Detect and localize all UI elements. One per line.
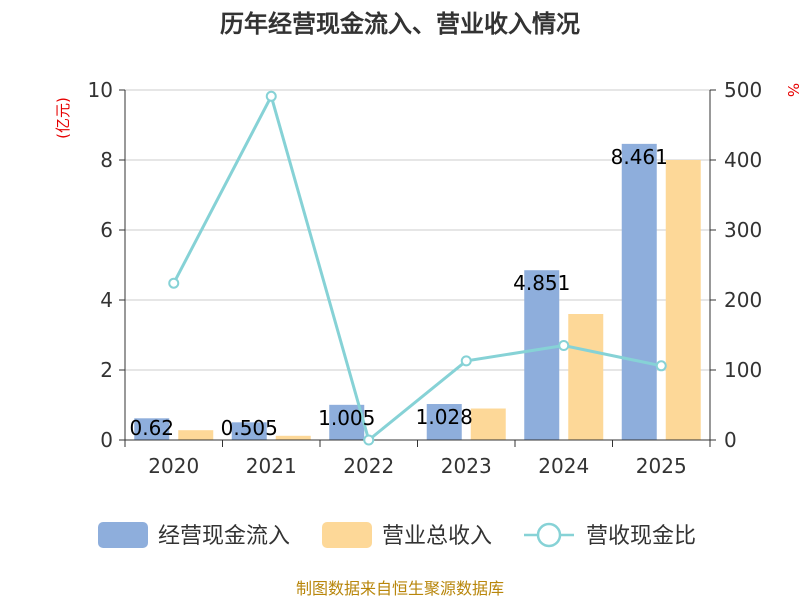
right-tick-label: 300 <box>724 218 762 242</box>
bar-revenue <box>665 160 701 440</box>
bar-cash-inflow <box>524 270 560 440</box>
data-label: 8.461 <box>611 145 668 169</box>
legend-label: 经营现金流入 <box>158 524 290 549</box>
ratio-point <box>655 360 667 372</box>
left-tick-label: 6 <box>100 218 113 242</box>
right-tick-label: 0 <box>724 428 737 452</box>
data-label: 0.505 <box>221 416 278 440</box>
bar-cash-inflow <box>621 143 657 441</box>
data-labels: 0.62 0.505 1.005 1.028 4.851 8.461 <box>129 145 667 440</box>
x-tick-label: 2023 <box>441 454 492 478</box>
x-tick-label: 2020 <box>148 454 199 478</box>
legend-swatch <box>322 522 372 548</box>
x-tick-label: 2022 <box>343 454 394 478</box>
ratio-point <box>363 434 375 446</box>
bar-cash-inflow <box>426 404 462 440</box>
ratio-point <box>168 277 180 289</box>
chart-title: 历年经营现金流入、营业收入情况 <box>220 10 580 38</box>
data-label: 0.62 <box>129 416 174 440</box>
x-tick-label: 2021 <box>246 454 297 478</box>
bar-revenue <box>470 408 506 440</box>
right-axis-unit: % <box>784 83 800 97</box>
bar-cash-inflow <box>134 418 170 440</box>
source-note: 制图数据来自恒生聚源数据库 <box>296 579 504 598</box>
bar-revenue <box>275 435 311 440</box>
x-tick-label: 2025 <box>636 454 687 478</box>
x-tick-label: 2024 <box>538 454 589 478</box>
left-axis-unit: (亿元) <box>54 97 72 139</box>
legend-label: 营收现金比 <box>586 524 696 549</box>
ratio-point <box>460 355 472 367</box>
bar-cash-inflow <box>329 404 365 440</box>
data-label: 4.851 <box>513 271 570 295</box>
legend: 经营现金流入 营业总收入 营收现金比 <box>98 522 696 549</box>
ratio-point <box>558 340 570 351</box>
left-tick-label: 8 <box>100 148 113 172</box>
legend-swatch <box>98 522 148 548</box>
left-tick-label: 0 <box>100 428 113 452</box>
right-tick-label: 500 <box>724 78 762 102</box>
legend-label: 营业总收入 <box>382 524 492 549</box>
data-label: 1.028 <box>416 405 473 429</box>
left-tick-label: 10 <box>88 78 113 102</box>
bar-revenue <box>178 430 214 440</box>
legend-marker <box>536 522 562 548</box>
line-series <box>168 90 667 446</box>
bar-revenue <box>568 314 604 440</box>
data-label: 1.005 <box>318 406 375 430</box>
ratio-point <box>265 90 277 102</box>
left-tick-label: 4 <box>100 288 113 312</box>
right-tick-label: 400 <box>724 148 762 172</box>
left-tick-label: 2 <box>100 358 113 382</box>
bars <box>134 143 701 441</box>
ratio-line <box>172 92 662 443</box>
bar-cash-inflow <box>231 422 267 440</box>
right-tick-label: 100 <box>724 358 762 382</box>
right-tick-label: 200 <box>724 288 762 312</box>
